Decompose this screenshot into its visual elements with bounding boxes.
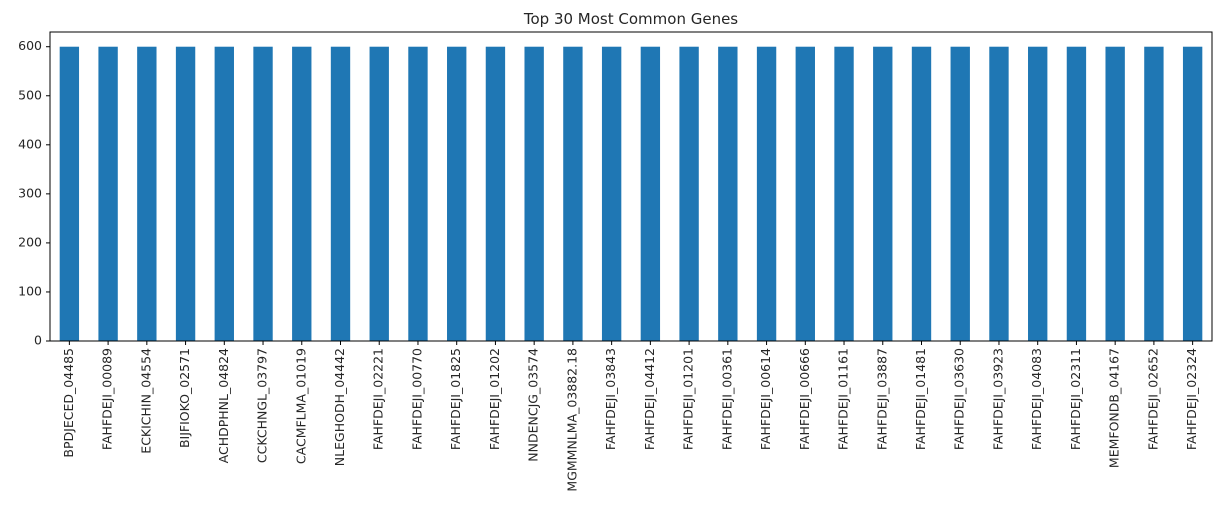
x-tick-label: FAHFDEJI_01481 (913, 348, 928, 450)
bar-FAHFDEJI_00361 (718, 46, 738, 341)
x-tick-label: FAHFDEJI_01202 (487, 348, 502, 450)
y-tick-label: 400 (18, 136, 42, 151)
x-tick-label: FAHFDEJI_03887 (874, 348, 889, 450)
x-tick-label: FAHFDEJI_01161 (836, 348, 851, 450)
bar-FAHFDEJI_00089 (98, 46, 118, 341)
bar-FAHFDEJI_04083 (1028, 46, 1048, 341)
x-tick-label: FAHFDEJI_03923 (990, 348, 1005, 450)
x-tick-label: FAHFDEJI_00089 (100, 348, 115, 450)
bar-FAHFDEJI_00666 (795, 46, 815, 341)
bar-FAHFDEJI_03887 (873, 46, 893, 341)
bar-FAHFDEJI_01201 (679, 46, 699, 341)
bar-FAHFDEJI_00614 (756, 46, 777, 341)
x-tick-label: FAHFDEJI_01825 (448, 348, 463, 450)
bar-FAHFDEJI_04412 (640, 46, 661, 341)
chart-title: Top 30 Most Common Genes (523, 10, 738, 28)
bar-FAHFDEJI_02652 (1144, 46, 1164, 341)
bar-BIJFIOKO_02571 (175, 46, 196, 341)
bar-FAHFDEJI_02221 (369, 46, 389, 341)
x-tick-label: FAHFDEJI_00361 (719, 348, 734, 450)
bar-ACHDPHNL_04824 (214, 46, 234, 341)
bar-FAHFDEJI_03923 (989, 46, 1009, 341)
x-tick-label: FAHFDEJI_00614 (758, 348, 773, 450)
x-tick-label: BIJFIOKO_02571 (177, 348, 192, 448)
x-tick-label: FAHFDEJI_02311 (1068, 348, 1083, 450)
bar-FAHFDEJI_01202 (485, 46, 506, 341)
x-tick-label: ACHDPHNL_04824 (216, 348, 231, 463)
bar-FAHFDEJI_03843 (601, 46, 622, 341)
bar-FAHFDEJI_02324 (1182, 46, 1203, 341)
bar-CACMFLMA_01019 (292, 46, 312, 341)
y-tick-label: 300 (18, 185, 42, 200)
bar-MGMMNLMA_03882.18 (563, 46, 583, 341)
bar-MEMFONDB_04167 (1105, 46, 1125, 341)
y-axis: 0 100 200 300 400 500 600 (18, 38, 50, 348)
y-tick-label: 100 (18, 283, 42, 298)
x-tick-label: NNDENCJG_03574 (526, 348, 541, 462)
bar-NNDENCJG_03574 (524, 46, 544, 341)
bar-FAHFDEJI_02311 (1066, 46, 1087, 341)
x-tick-label: MEMFONDB_04167 (1107, 348, 1122, 468)
x-tick-label: FAHFDEJI_01201 (681, 348, 696, 450)
y-tick-label: 200 (18, 234, 42, 249)
x-tick-label: ECKICHIN_04554 (138, 348, 153, 454)
x-tick-label: FAHFDEJI_04412 (642, 348, 657, 450)
x-tick-label: FAHFDEJI_03630 (952, 348, 967, 450)
x-tick-label: CACMFLMA_01019 (293, 348, 308, 464)
y-tick-label: 0 (34, 333, 42, 348)
x-tick-label: FAHFDEJI_04083 (1029, 348, 1044, 450)
x-tick-label: NLEGHODH_04442 (332, 348, 347, 466)
x-tick-label: FAHFDEJI_02324 (1184, 348, 1199, 450)
bars-group (59, 46, 1203, 341)
y-tick-label: 500 (18, 87, 42, 102)
bar-NLEGHODH_04442 (330, 46, 351, 341)
plot-frame (49, 31, 1213, 342)
bar-ECKICHIN_04554 (137, 46, 157, 341)
x-tick-label: FAHFDEJI_03843 (603, 348, 618, 450)
x-tick-label: FAHFDEJI_00770 (409, 348, 424, 450)
bar-FAHFDEJI_01161 (834, 46, 854, 341)
bar-FAHFDEJI_00770 (408, 46, 428, 341)
x-tick-label: FAHFDEJI_00666 (797, 348, 812, 450)
bar-BPDJECED_04485 (59, 46, 80, 341)
x-tick-label: FAHFDEJI_02652 (1145, 348, 1160, 450)
bar-FAHFDEJI_01825 (447, 46, 467, 341)
y-tick-label: 600 (18, 38, 42, 53)
bar-CCKCHNGL_03797 (253, 46, 273, 341)
x-tick-label: FAHFDEJI_02221 (371, 348, 386, 450)
bar-FAHFDEJI_03630 (950, 46, 970, 341)
bar-FAHFDEJI_01481 (911, 46, 932, 341)
x-tick-label: MGMMNLMA_03882.18 (564, 348, 579, 492)
x-axis: BPDJECED_04485 FAHFDEJI_00089 ECKICHIN_045… (61, 341, 1199, 492)
x-tick-label: CCKCHNGL_03797 (255, 348, 270, 463)
x-tick-label: BPDJECED_04485 (61, 348, 76, 458)
